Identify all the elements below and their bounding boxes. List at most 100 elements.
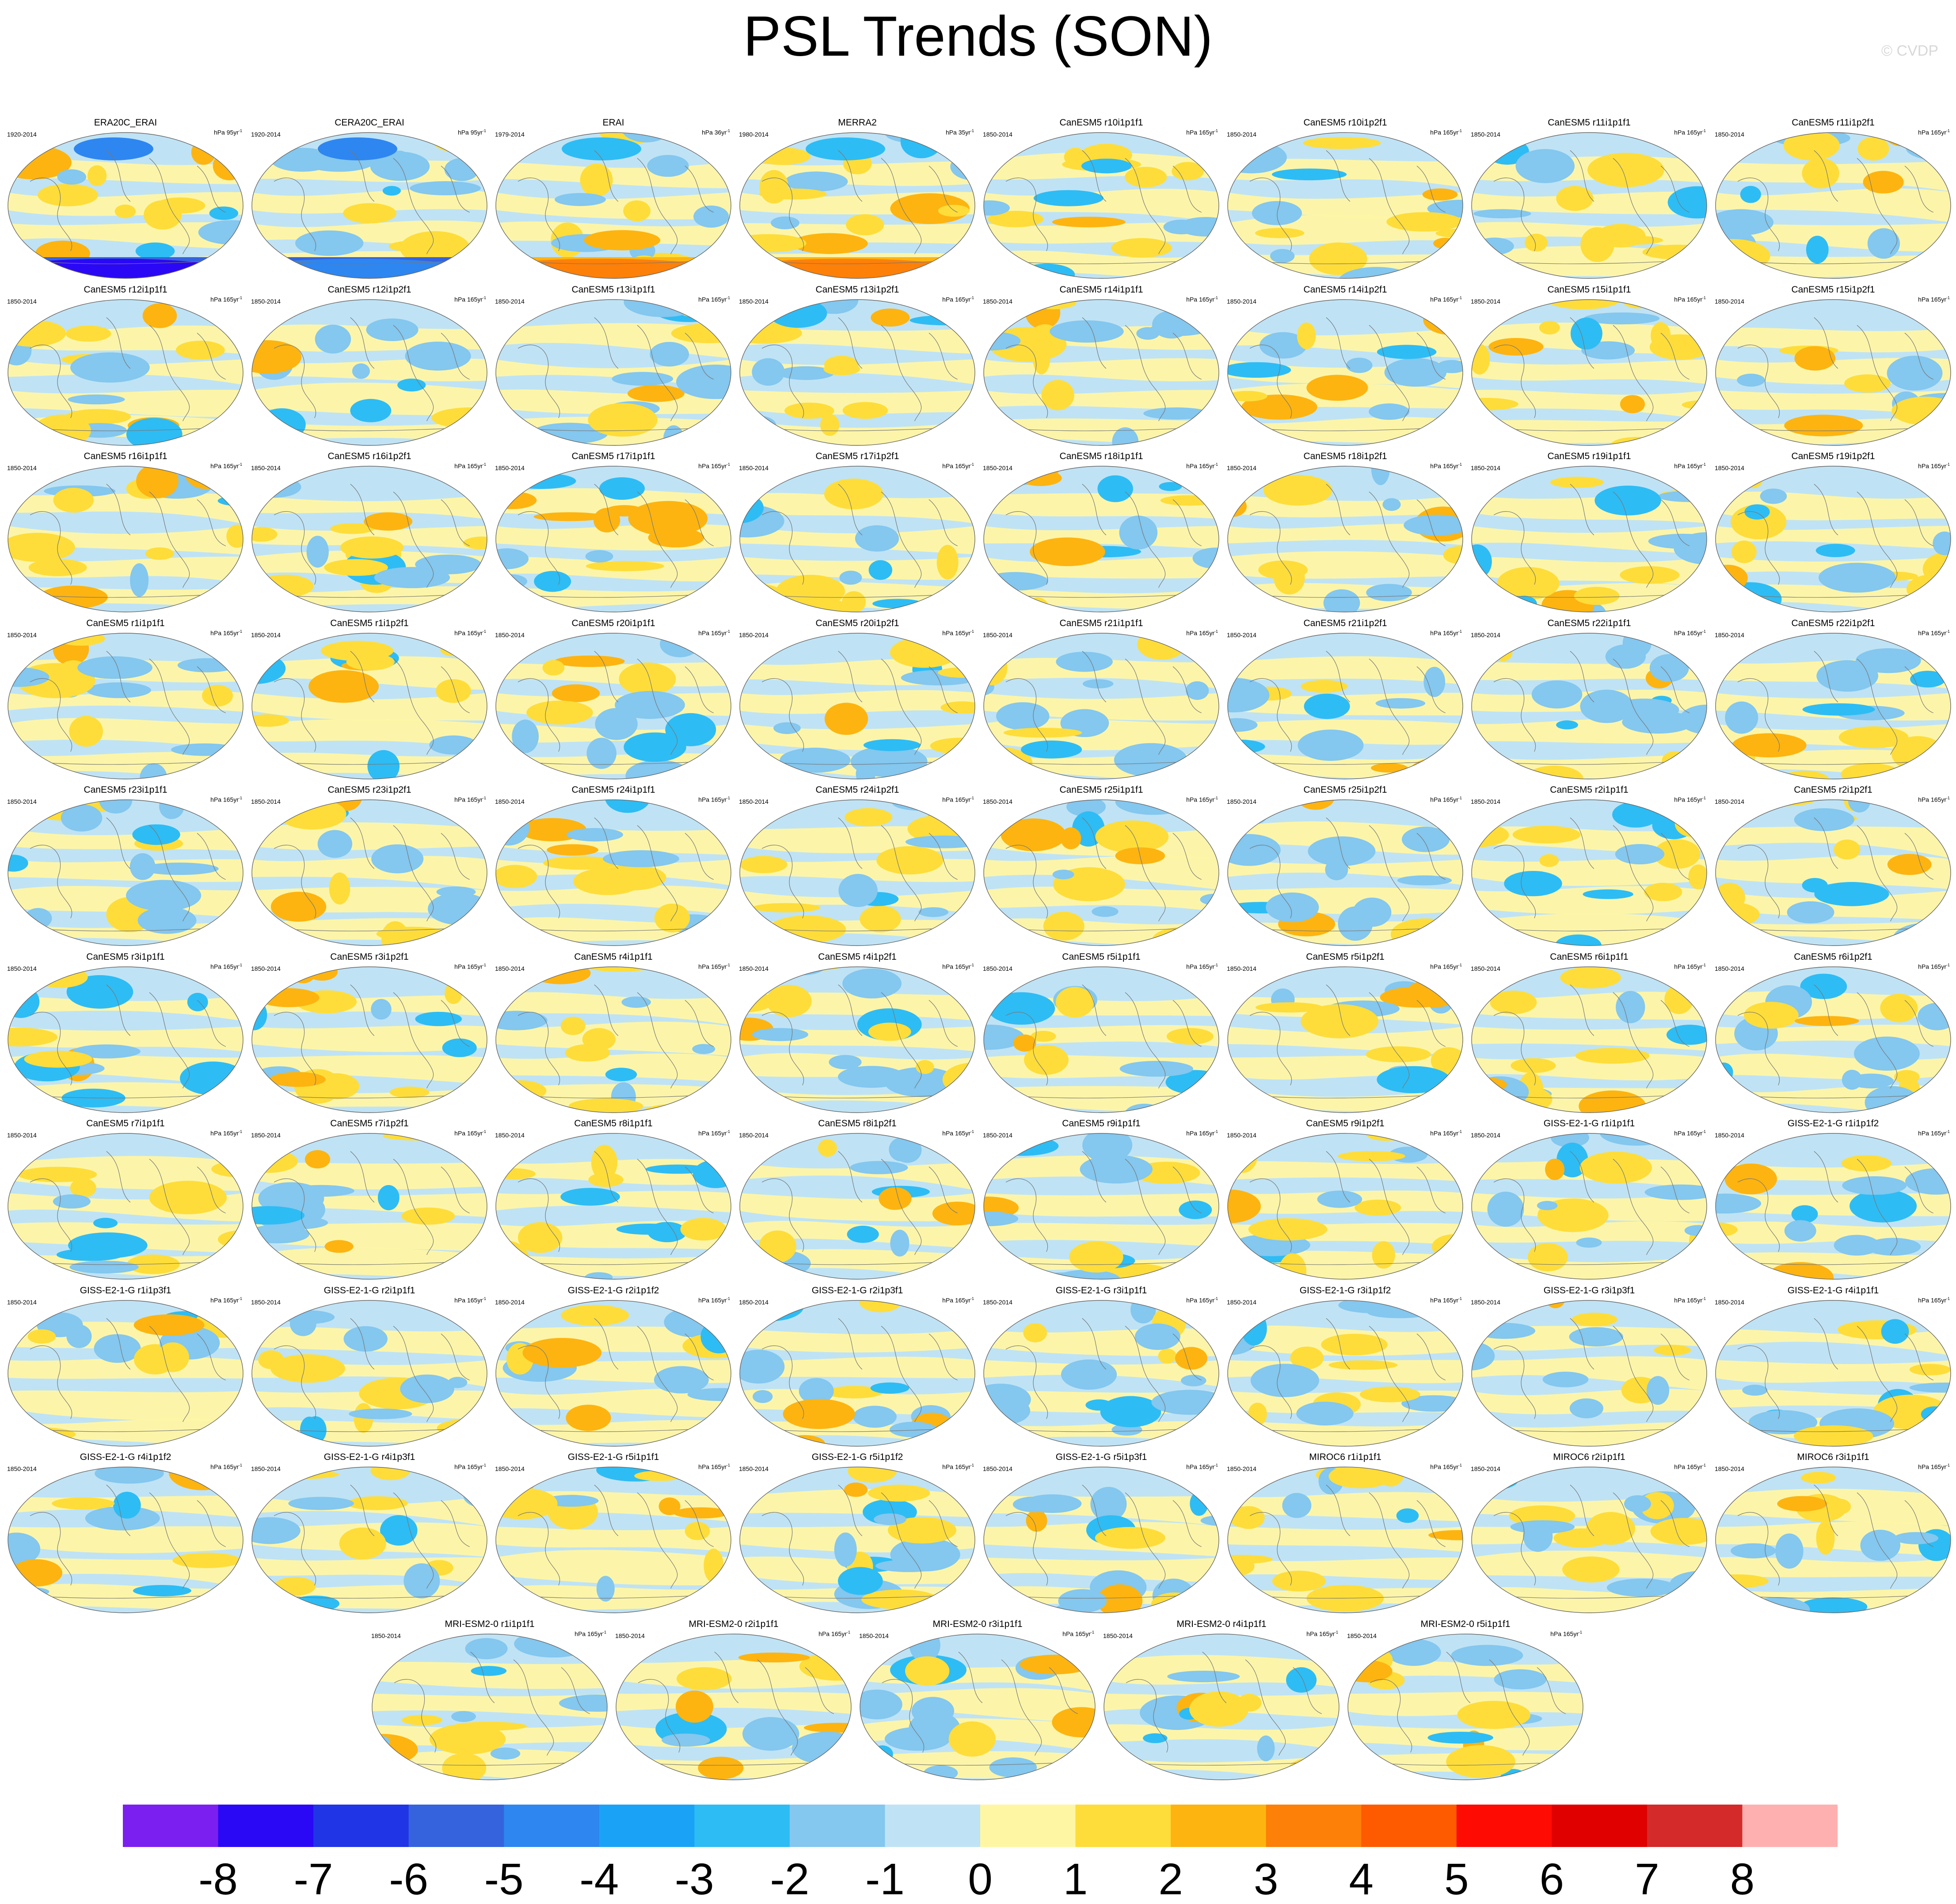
negative-anomaly — [367, 750, 400, 779]
coastline — [561, 1667, 590, 1714]
negative-anomaly — [1802, 703, 1875, 716]
positive-anomaly — [673, 1507, 729, 1519]
anomaly-band — [1228, 1161, 1463, 1182]
colorbar-segment — [1075, 1805, 1171, 1847]
panel-title: CanESM5 r20i1p1f1 — [571, 618, 655, 628]
map-outline — [1715, 299, 1951, 446]
anomaly-band — [8, 1390, 243, 1421]
negative-anomaly — [496, 574, 528, 589]
panel-title: CERA20C_ERAI — [335, 118, 404, 128]
positive-anomaly — [1580, 227, 1614, 262]
negative-anomaly — [1323, 589, 1360, 612]
negative-anomaly — [8, 667, 49, 687]
positive-anomaly — [28, 559, 87, 577]
map-panel: CanESM5 r25i1p2f1 1850-2014 hPa 165yr-1 — [1226, 785, 1465, 949]
map-outline — [372, 1633, 608, 1780]
negative-anomaly — [890, 1230, 910, 1257]
panel-years: 1850-2014 — [1715, 464, 1744, 471]
coastline — [518, 1512, 560, 1586]
trend-map — [739, 132, 975, 279]
panel-title: CanESM5 r16i1p2f1 — [327, 451, 411, 461]
coastline — [1326, 1151, 1351, 1203]
colorbar-segment — [789, 1805, 885, 1847]
negative-anomaly — [306, 536, 329, 568]
positive-anomaly — [879, 1187, 912, 1210]
panel-units: hPa 165yr-1 — [1186, 962, 1218, 970]
positive-anomaly — [136, 466, 179, 498]
positive-anomaly — [1124, 167, 1167, 188]
map-outline — [983, 799, 1219, 946]
negative-anomaly — [1583, 312, 1660, 324]
negative-anomaly — [289, 1311, 316, 1336]
panel-years: 1920-2014 — [251, 131, 281, 138]
negative-anomaly — [1054, 1269, 1121, 1279]
anomaly-band — [496, 753, 731, 779]
coastline — [1660, 1000, 1690, 1047]
coastline — [441, 166, 470, 213]
anomaly-band — [1716, 327, 1951, 352]
positive-anomaly — [444, 982, 463, 1004]
panel-years: 1850-2014 — [615, 1632, 645, 1639]
coastline — [274, 344, 316, 418]
positive-anomaly — [1274, 561, 1305, 595]
positive-anomaly — [740, 856, 788, 874]
coastline — [805, 1667, 834, 1714]
coastline — [149, 1326, 190, 1422]
map-panel: CanESM5 r1i1p1f1 1850-2014 hPa 165yr-1 — [6, 618, 245, 783]
coastline — [1326, 984, 1351, 1036]
negative-anomaly — [647, 1222, 687, 1243]
panel-years: 1850-2014 — [251, 464, 281, 471]
panel-title: GISS-E2-1-G r3i1p1f1 — [1055, 1285, 1147, 1296]
map-outline — [495, 132, 731, 279]
anomaly-band — [1472, 1221, 1707, 1244]
map-outline — [1471, 632, 1707, 779]
panel-years: 1850-2014 — [983, 1465, 1012, 1472]
negative-anomaly — [72, 1044, 141, 1058]
trend-map — [1471, 299, 1707, 446]
panel-years: 1850-2014 — [7, 631, 37, 638]
positive-anomaly — [1263, 475, 1332, 506]
anomaly-band — [8, 828, 243, 851]
negative-anomaly — [252, 1206, 305, 1225]
map-panel: CanESM5 r10i1p2f1 1850-2014 hPa 165yr-1 — [1226, 118, 1465, 282]
arctic-anomaly — [74, 137, 153, 160]
panel-units: hPa 165yr-1 — [1430, 1129, 1462, 1137]
colorbar-segment — [599, 1805, 695, 1847]
negative-anomaly — [847, 1225, 879, 1243]
positive-anomaly — [573, 867, 642, 895]
coastline — [1369, 825, 1410, 922]
coastline — [1493, 844, 1536, 919]
coastline — [393, 1159, 434, 1255]
map-panel: CanESM5 r22i1p1f1 1850-2014 hPa 165yr-1 — [1470, 618, 1709, 783]
positive-anomaly — [1586, 1512, 1636, 1545]
arctic-anomaly — [562, 137, 641, 160]
map-panel: CanESM5 r15i1p1f1 1850-2014 hPa 165yr-1 — [1470, 285, 1709, 449]
coastline — [1613, 325, 1654, 421]
negative-anomaly — [1737, 373, 1765, 387]
negative-anomaly — [69, 1261, 139, 1274]
negative-anomaly — [187, 992, 208, 1011]
coastline — [1082, 317, 1107, 369]
negative-anomaly — [343, 1326, 388, 1352]
positive-anomaly — [955, 651, 975, 667]
negative-anomaly — [1583, 889, 1633, 899]
negative-anomaly — [1760, 488, 1787, 504]
panel-title: CanESM5 r9i1p2f1 — [1306, 1118, 1385, 1129]
panel-units: hPa 165yr-1 — [1918, 629, 1950, 637]
trend-map — [1471, 799, 1707, 946]
positive-anomaly — [580, 163, 613, 197]
coastline — [149, 1159, 190, 1255]
panel-units: hPa 165yr-1 — [942, 796, 974, 803]
coastline — [1369, 325, 1410, 421]
colorbar-segment — [1742, 1805, 1838, 1847]
panel-units: hPa 165yr-1 — [1186, 295, 1218, 303]
positive-anomaly — [1433, 238, 1457, 249]
anomaly-band — [252, 495, 487, 520]
panel-title: MIROC6 r2i1p1f1 — [1553, 1452, 1625, 1462]
coastline — [1245, 1659, 1286, 1756]
map-outline — [1471, 1300, 1707, 1447]
coastline — [594, 1318, 619, 1369]
negative-anomaly — [1472, 240, 1491, 271]
negative-anomaly — [829, 1054, 862, 1069]
map-outline — [1715, 466, 1951, 612]
